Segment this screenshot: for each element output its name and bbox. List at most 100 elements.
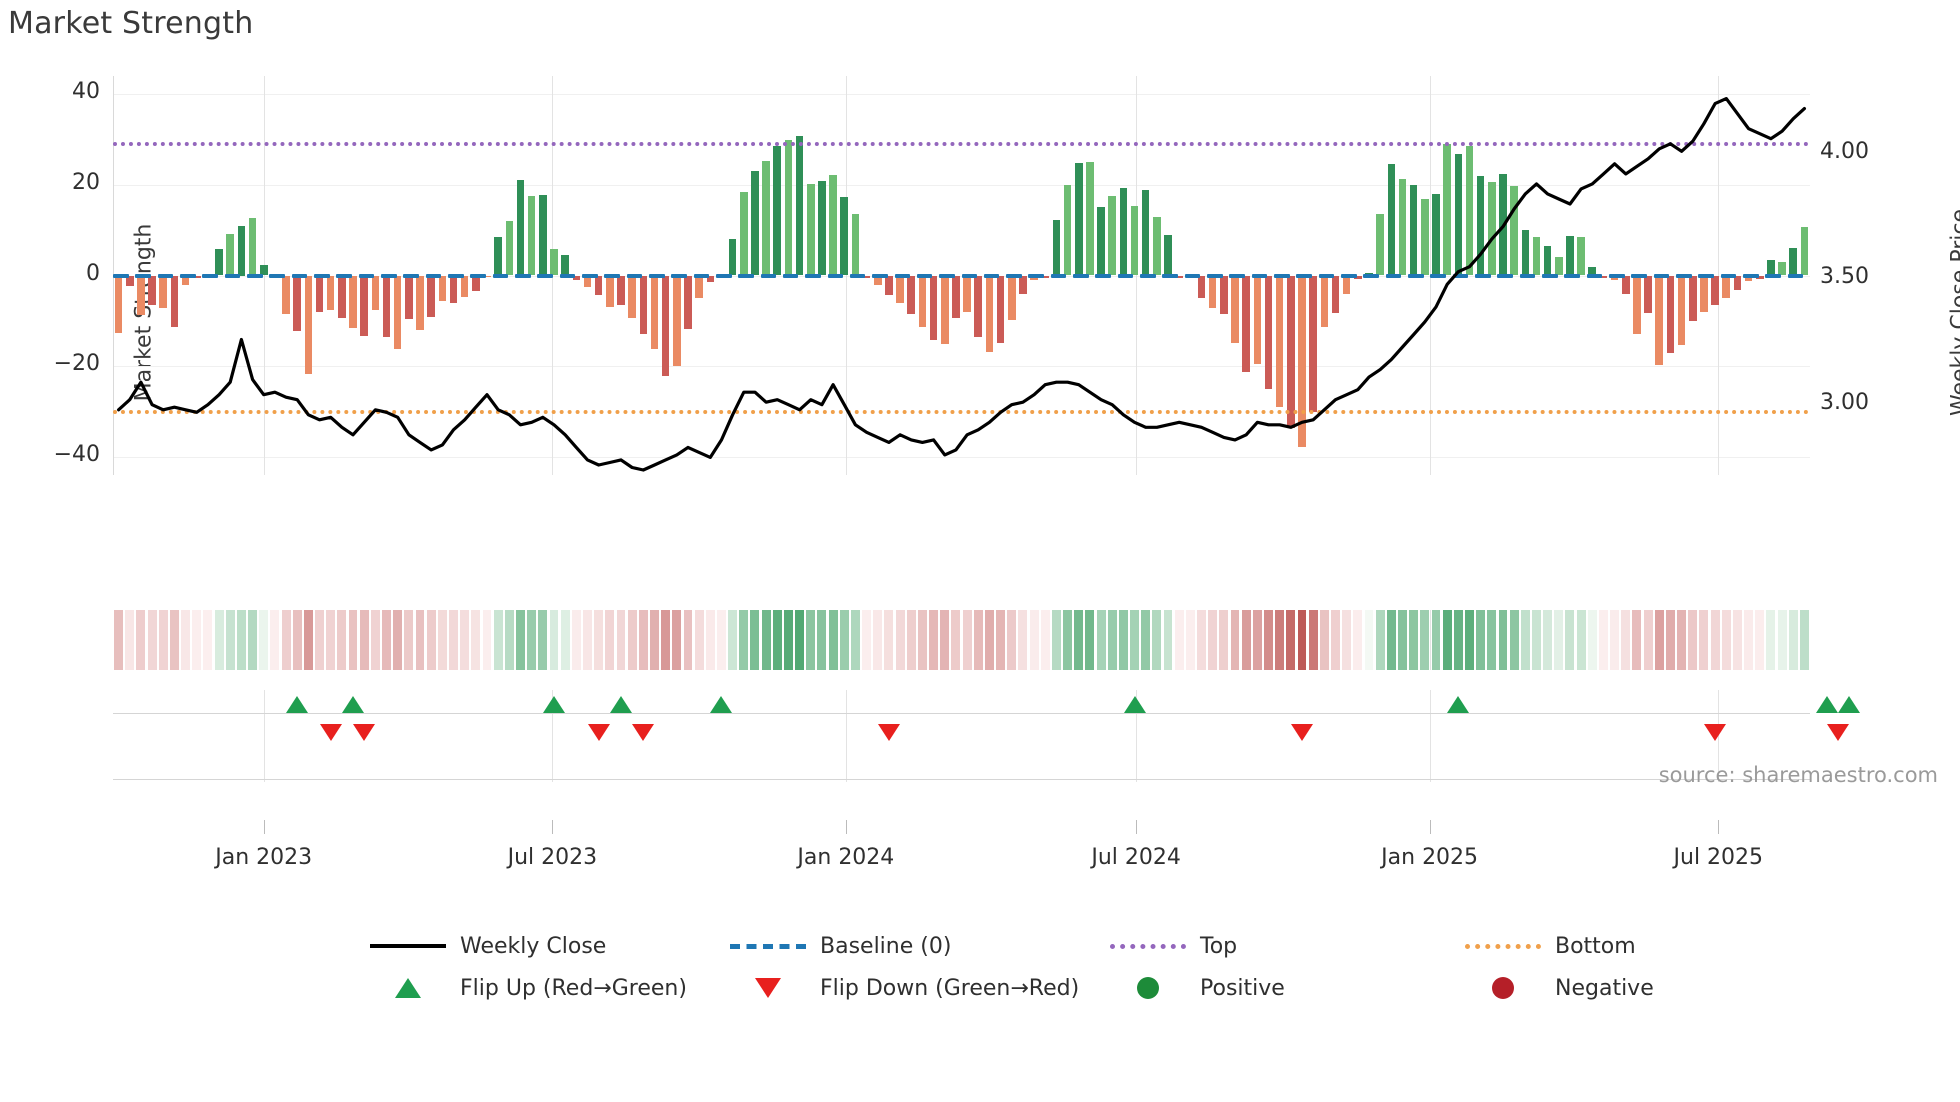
heatmap-cell [1420, 610, 1430, 670]
x-axis-tickmark [845, 76, 847, 475]
strength-bar [639, 275, 648, 334]
strength-bar [516, 180, 525, 276]
strength-bar [1800, 226, 1809, 276]
strength-bar [1666, 275, 1675, 354]
heatmap-cell [549, 610, 559, 670]
strength-bar [1342, 275, 1351, 294]
source-attribution: source: sharemaestro.com [1658, 763, 1938, 787]
strength-bar [1543, 245, 1552, 276]
x-axis-tickmark [1429, 76, 1431, 475]
baseline-segment [1318, 273, 1335, 278]
legend-circle-icon [1110, 977, 1186, 999]
heatmap-cell [538, 610, 548, 670]
heatmap-cell [728, 610, 738, 670]
legend-row-1: Weekly Close Baseline (0) Top Bottom [0, 925, 1960, 967]
baseline-segment [157, 273, 174, 278]
strength-bar [606, 275, 614, 308]
baseline-segment [1720, 273, 1737, 278]
strength-bar [1443, 144, 1451, 276]
strength-bar [650, 275, 659, 349]
baseline-segment [291, 273, 308, 278]
legend-item-positive[interactable]: Positive [1110, 967, 1285, 1009]
baseline-segment [827, 273, 844, 278]
heatmap-cell [404, 610, 414, 670]
strength-bar [539, 194, 547, 276]
heatmap-cell [1621, 610, 1631, 670]
legend-item-bottom[interactable]: Bottom [1465, 925, 1636, 967]
heatmap-cell [1487, 610, 1497, 670]
heatmap-cell [1476, 610, 1486, 670]
heatmap-cell [739, 610, 749, 670]
heatmap-cell [828, 610, 838, 670]
legend-item-baseline-0[interactable]: Baseline (0) [730, 925, 951, 967]
flip-down-marker [319, 724, 342, 741]
strength-bar [1197, 275, 1206, 299]
strength-bar [1409, 184, 1418, 276]
heatmap-cell [694, 610, 704, 670]
heatmap-cell [783, 610, 793, 670]
strength-bar [628, 275, 636, 319]
heatmap-cell [683, 610, 693, 670]
heatmap-cell [426, 610, 436, 670]
x-axis-tick: Jul 2025 [1673, 845, 1764, 870]
strength-bar [483, 275, 491, 278]
strength-bar [181, 275, 190, 286]
strength-bar [438, 275, 447, 301]
heatmap-cell [917, 610, 927, 670]
heatmap-cell [415, 610, 425, 670]
y-axis-right-tick: 3.00 [1820, 389, 1869, 415]
strength-bar [673, 275, 681, 367]
baseline-segment [1274, 273, 1290, 278]
legend-item-weekly-close[interactable]: Weekly Close [370, 925, 606, 967]
strength-bar [1476, 175, 1485, 276]
page-title: Market Strength [8, 6, 254, 41]
heatmap-cell [850, 610, 860, 670]
heatmap-cell [795, 610, 805, 670]
heatmap-cell [817, 610, 827, 670]
strength-bar [929, 275, 938, 340]
strength-bar [1688, 275, 1697, 321]
heatmap-cell [650, 610, 659, 670]
baseline-segment [358, 273, 375, 278]
baseline-segment [1743, 273, 1759, 278]
legend-item-flip-up-red-green[interactable]: Flip Up (Red→Green) [370, 967, 687, 1009]
strength-bar [1532, 236, 1541, 276]
heatmap-cell [370, 610, 380, 670]
baseline-segment [1631, 273, 1647, 278]
strength-bar [974, 275, 983, 338]
strength-bar [1264, 275, 1273, 389]
legend-item-top[interactable]: Top [1110, 925, 1237, 967]
heatmap-cell [147, 610, 157, 670]
y-axis-left-tick: 0 [86, 260, 100, 286]
bottom-threshold-line [113, 409, 1810, 414]
flip-up-marker [342, 696, 365, 713]
heatmap-cell [125, 610, 135, 670]
x-axis-tick: Jul 2023 [507, 845, 598, 870]
flip-down-marker [587, 724, 610, 741]
heatmap-cell [1230, 610, 1240, 670]
x-axis-tickmark [263, 76, 265, 475]
strength-bar [1019, 275, 1027, 294]
heatmap-cell [1163, 610, 1173, 670]
flip-down-marker [353, 724, 376, 741]
heatmap-cell [984, 610, 994, 670]
heatmap-cell [1085, 610, 1095, 670]
bottom-rule-line [113, 779, 1810, 780]
baseline-segment [1184, 273, 1201, 278]
baseline-segment [1765, 273, 1781, 278]
strength-heatmap-strip [113, 610, 1810, 670]
heatmap-cell [1007, 610, 1017, 670]
legend-item-negative[interactable]: Negative [1465, 967, 1654, 1009]
heatmap-cell [672, 610, 682, 670]
strength-bar [907, 275, 916, 315]
heatmap-cell [638, 610, 648, 670]
strength-bar [371, 275, 380, 310]
heatmap-cell [516, 610, 525, 670]
heatmap-cell [393, 610, 403, 670]
legend-item-flip-down-green-red[interactable]: Flip Down (Green→Red) [730, 967, 1079, 1009]
heatmap-cell [1688, 610, 1698, 670]
baseline-segment [805, 273, 821, 278]
baseline-segment [224, 273, 241, 278]
heatmap-cell [315, 610, 324, 670]
